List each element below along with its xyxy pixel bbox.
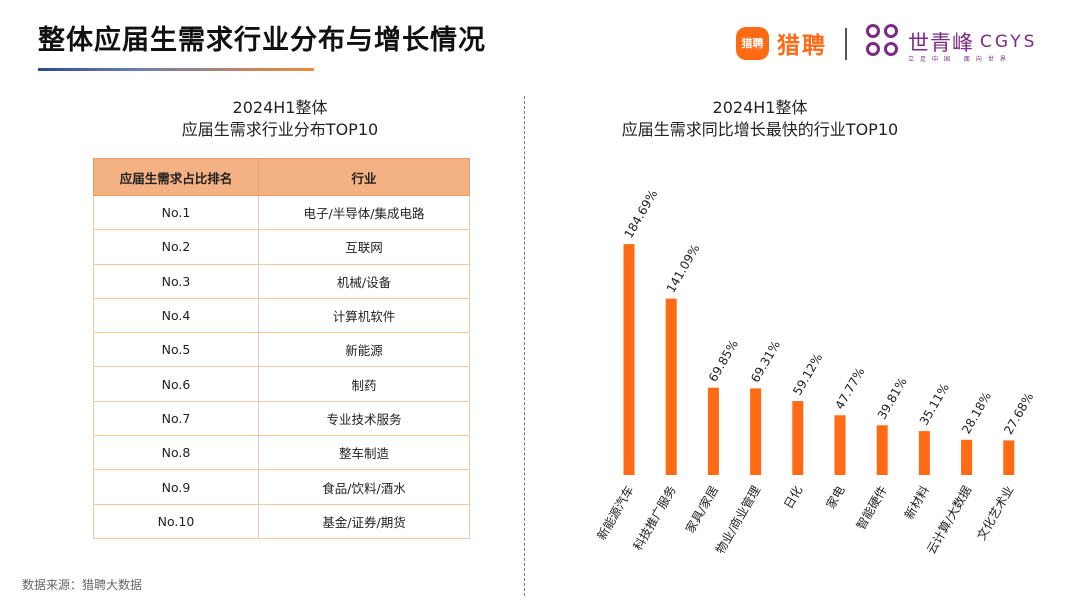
logo-separator [845, 28, 847, 60]
table-row: No.9 食品/饮料/酒水 [93, 469, 470, 505]
industry-cell: 制药 [258, 366, 470, 402]
industry-cell: 新能源 [258, 332, 470, 368]
table-row: No.1 电子/半导体/集成电路 [93, 194, 470, 231]
category-label-8: 新材料 [901, 483, 932, 522]
table-row: No.4 计算机软件 [93, 297, 470, 334]
data-label-4: 69.31% [748, 338, 783, 385]
left-title-line1: 2024H1整体 [232, 98, 328, 117]
bar-6 [834, 415, 846, 475]
table-row: No.10 基金/证券/期货 [93, 503, 470, 539]
industry-cell: 专业技术服务 [258, 400, 470, 437]
table-row: No.7 专业技术服务 [93, 400, 470, 437]
cgys-logo-slogan: 立足中国 面向世界 [908, 56, 1012, 63]
bar-1 [623, 244, 635, 475]
industry-cell: 基金/证券/期货 [258, 503, 470, 539]
table-row: No.2 互联网 [93, 229, 470, 265]
category-label-7: 智能硬件 [853, 483, 890, 532]
table-row: No.3 机械/设备 [93, 263, 470, 299]
data-label-3: 69.85% [706, 338, 741, 385]
column-header-rank: 应届生需求占比排名 [93, 158, 259, 196]
category-label-6: 家电 [823, 483, 848, 511]
table-row: No.8 整车制造 [93, 435, 470, 471]
liepin-logo: 猎聘 猎聘 [736, 26, 827, 60]
bar-7 [876, 425, 888, 475]
liepin-logo-name: 猎聘 [777, 33, 827, 59]
category-label-10: 文化艺术业 [973, 483, 1016, 542]
industry-cell: 计算机软件 [258, 297, 470, 334]
bar-4 [750, 388, 762, 475]
title-underline [38, 68, 314, 71]
table-row: No.5 新能源 [93, 332, 470, 368]
data-label-6: 47.77% [832, 365, 867, 412]
industry-cell: 电子/半导体/集成电路 [258, 194, 470, 231]
cgys-logo-cn: 世青峰 [908, 31, 974, 55]
liepin-logo-icon: 猎聘 [736, 26, 769, 60]
bar-2 [665, 298, 677, 475]
right-title-line2: 应届生需求同比增长最快的行业TOP10 [621, 120, 899, 139]
growth-bar-chart: 184.69% 新能源汽车 141.09% 科技推广服务 69.85% 家具/家居 69.3… [594, 187, 1037, 556]
bar-10 [1003, 440, 1015, 475]
rank-cell: No.5 [93, 332, 259, 368]
rank-cell: No.10 [93, 503, 259, 539]
industry-cell: 互联网 [258, 229, 470, 265]
bar-8 [918, 431, 930, 475]
data-label-9: 28.18% [959, 390, 994, 437]
category-label-3: 家具/家居 [682, 483, 721, 536]
cgys-logo-en: CGYS [980, 32, 1038, 52]
data-label-7: 39.81% [875, 375, 910, 422]
category-label-2: 科技推广服务 [630, 483, 679, 553]
rank-cell: No.9 [93, 469, 259, 505]
data-label-10: 27.68% [1001, 390, 1036, 437]
left-panel-title: 2024H1整体 应届生需求行业分布TOP10 [90, 97, 470, 141]
category-label-1: 新能源汽车 [594, 483, 637, 542]
data-label-8: 35.11% [917, 381, 952, 428]
data-label-2: 141.09% [664, 242, 703, 295]
right-title-line1: 2024H1整体 [712, 98, 808, 117]
category-label-4: 物业/商业管理 [712, 483, 763, 556]
bar-3 [707, 387, 719, 475]
data-label-5: 59.12% [790, 351, 825, 398]
column-header-industry: 行业 [258, 158, 470, 196]
rank-cell: No.3 [93, 263, 259, 299]
bar-5 [792, 401, 804, 475]
table-header-row: 应届生需求占比排名 行业 [93, 158, 470, 196]
table-row: No.6 制药 [93, 366, 470, 402]
industry-rank-table: 应届生需求占比排名 行业 No.1 电子/半导体/集成电路 No.2 互联网 No.… [93, 158, 470, 539]
industry-cell: 机械/设备 [258, 263, 470, 299]
rank-cell: No.8 [93, 435, 259, 471]
data-source-note: 数据来源：猎聘大数据 [22, 578, 143, 592]
left-title-line2: 应届生需求行业分布TOP10 [181, 120, 379, 139]
category-label-9: 云计算/大数据 [923, 483, 974, 556]
rank-cell: No.4 [93, 297, 259, 334]
cgys-logo-icon [866, 24, 902, 60]
category-label-5: 日化 [781, 484, 805, 512]
page-title: 整体应届生需求行业分布与增长情况 [38, 25, 486, 56]
right-panel-title: 2024H1整体 应届生需求同比增长最快的行业TOP10 [560, 97, 960, 141]
rank-cell: No.2 [93, 229, 259, 265]
rank-cell: No.6 [93, 366, 259, 402]
rank-cell: No.7 [93, 400, 259, 437]
cgys-logo: 世青峰 CGYS 立足中国 面向世界 [866, 24, 1038, 63]
industry-cell: 整车制造 [258, 435, 470, 471]
data-label-1: 184.69% [621, 187, 660, 240]
industry-cell: 食品/饮料/酒水 [258, 469, 470, 505]
rank-cell: No.1 [93, 194, 259, 231]
bar-9 [961, 439, 973, 475]
panel-divider [524, 96, 525, 596]
